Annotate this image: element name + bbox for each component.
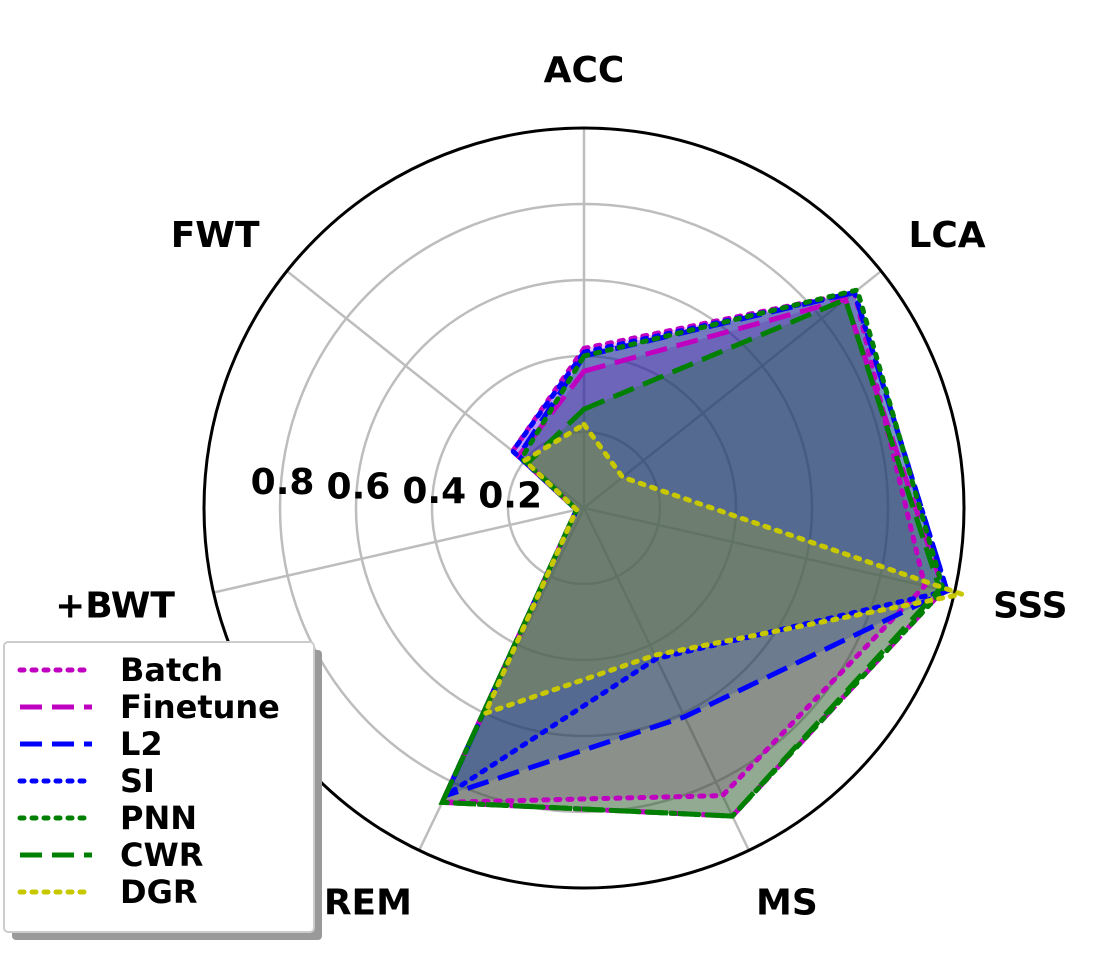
axis-labels: 0.2 0.4 0.6 0.8 ACC LCA SSS MS REM +BWT FWT [55, 50, 1068, 924]
series-fill [442, 292, 925, 803]
series-fill [445, 292, 948, 796]
legend-box [3, 641, 315, 933]
axis-spoke [213, 506, 585, 594]
r-tick-label: 0.2 [478, 475, 542, 516]
axis-label-acc: ACC [544, 50, 625, 91]
r-tick-label: 0.6 [327, 466, 391, 507]
series-fill [485, 424, 962, 714]
axis-label-ms: MS [756, 883, 818, 924]
series-line-batch [438, 289, 928, 805]
axis-label-plus-bwt: +BWT [55, 585, 175, 626]
axis-spoke [583, 270, 882, 509]
series-fill [445, 292, 948, 796]
series-line-cwr [438, 296, 943, 819]
r-tick-label: 0.4 [402, 471, 466, 512]
series-line-dgr [480, 421, 972, 718]
axis-label-sss: SSS [993, 585, 1068, 626]
legend-label: Finetune [120, 688, 280, 726]
legend-label: Batch [120, 651, 223, 689]
series-layer [438, 287, 972, 819]
legend-label: L2 [120, 725, 163, 763]
legend-label: PNN [120, 799, 197, 837]
r-tick-label: 0.8 [251, 462, 315, 503]
outer-frame [202, 126, 966, 890]
axis-spoke [583, 506, 955, 594]
axis-label-lca: LCA [908, 215, 985, 256]
legend-label: DGR [120, 873, 197, 911]
axis-label-rem: REM [324, 883, 412, 924]
legend-label: CWR [120, 836, 203, 874]
axis-label-fwt: FWT [171, 215, 260, 256]
legend-label: SI [120, 762, 155, 800]
